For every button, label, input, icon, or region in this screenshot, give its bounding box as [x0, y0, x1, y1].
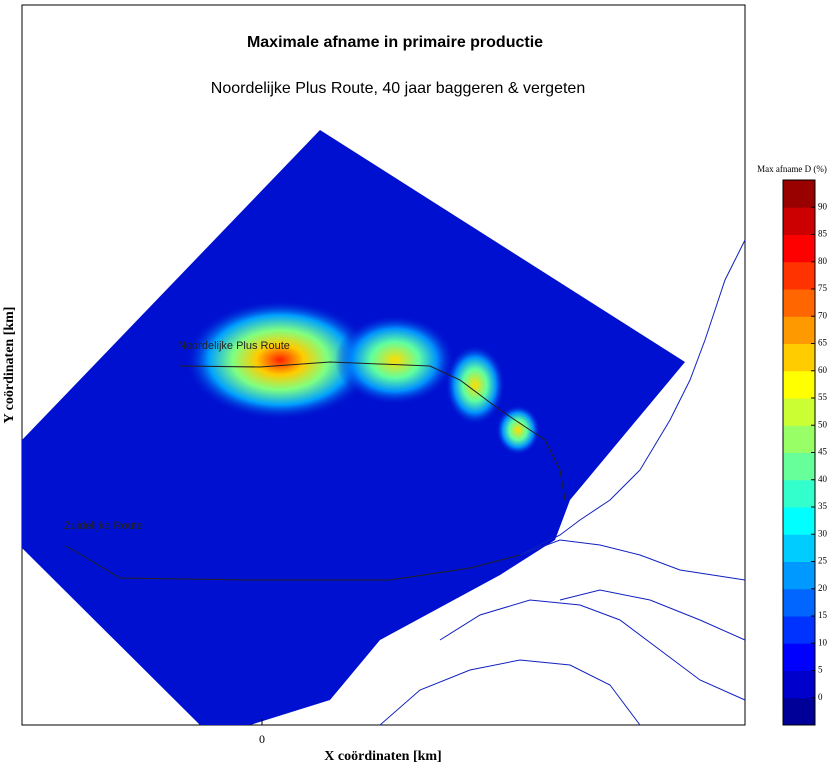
colorbar-tick-label: 20 [818, 583, 828, 593]
colorbar-tick-label: 25 [818, 556, 828, 566]
colorbar-band [783, 289, 815, 317]
colorbar-band [783, 670, 815, 699]
x-axis-label: X coördinaten [km] [324, 749, 441, 764]
coast [559, 589, 746, 641]
coast [379, 659, 641, 726]
y-axis-label: Y coördinaten [km] [2, 307, 17, 424]
colorbar-tick-label: 0 [818, 692, 823, 702]
colorbar-band [783, 425, 815, 453]
colorbar-tick-label: 35 [818, 501, 828, 511]
colorbar-band [783, 370, 815, 399]
colorbar-band [783, 343, 815, 372]
colorbar-band [783, 588, 815, 617]
colorbar-tick-label: 5 [818, 665, 823, 675]
route-line [65, 545, 521, 581]
colorbar-tick-label: 50 [818, 419, 828, 429]
model-domain [22, 130, 685, 725]
colorbar-tick-label: 30 [818, 528, 828, 538]
coast [439, 599, 746, 701]
x-tick-label: 0 [259, 732, 265, 746]
chart-title: Maximale afname in primaire productie [247, 34, 543, 51]
colorbar-band [783, 616, 815, 644]
colorbar-title: Max afname D (%) [757, 164, 827, 174]
colorbar-tick-label: 65 [818, 338, 828, 348]
hotspot [496, 405, 540, 455]
colorbar-band [783, 207, 815, 235]
colorbar-tick-label: 80 [818, 256, 828, 266]
chart-subtitle: Noordelijke Plus Route, 40 jaar baggeren… [211, 80, 585, 97]
colorbar-band [783, 507, 815, 535]
routes [65, 361, 566, 581]
colorbar-tick-label: 45 [818, 447, 828, 457]
hotspot [185, 300, 375, 420]
colorbar-band [783, 643, 815, 671]
colorbar-band [783, 697, 815, 726]
route-line [179, 361, 566, 501]
hotspot [445, 345, 505, 425]
colorbar-band [783, 234, 815, 263]
colorbar-tick-label: 55 [818, 392, 828, 402]
colorbar-band [783, 261, 815, 290]
colorbar-band [783, 316, 815, 344]
coast [519, 539, 746, 581]
colorbar-tick-label: 90 [818, 201, 828, 211]
colorbar-band [783, 479, 815, 508]
route-label: Zuidelijke Route [64, 520, 143, 532]
colorbar-tick-label: 85 [818, 229, 828, 239]
colorbar-band [783, 180, 815, 208]
route-label: Noordelijke Plus Route [178, 340, 290, 352]
hotspots [185, 300, 540, 455]
colorbar-band [783, 534, 815, 562]
coast [519, 239, 746, 556]
colorbar-band [783, 452, 815, 481]
colorbar-tick-label: 15 [818, 610, 828, 620]
colorbar-tick-label: 60 [818, 365, 828, 375]
colorbar-tick-label: 10 [818, 637, 828, 647]
colorbar-band [783, 398, 815, 426]
colorbar-tick-label: 70 [818, 310, 828, 320]
hotspot [335, 315, 455, 405]
coastline [379, 239, 746, 726]
colorbar-band [783, 561, 815, 590]
colorbar-tick-label: 40 [818, 474, 828, 484]
colorbar-tick-label: 75 [818, 283, 828, 293]
